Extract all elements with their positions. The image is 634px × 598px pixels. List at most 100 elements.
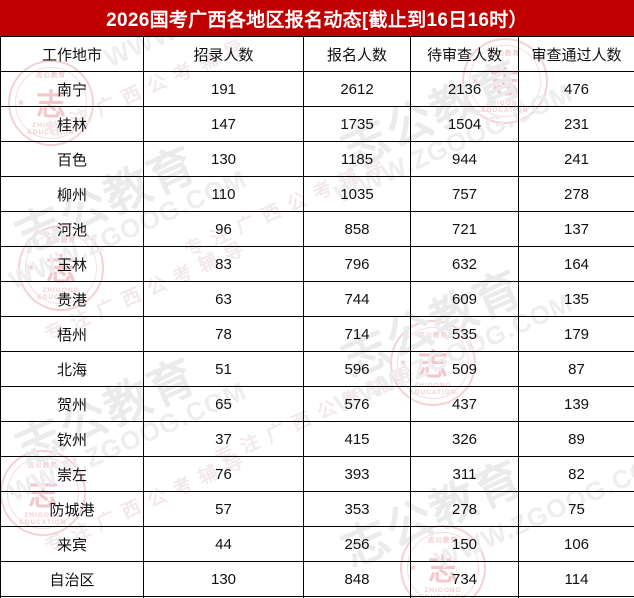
cell-city: 贵港 <box>0 281 144 317</box>
cell-pending: 734 <box>410 561 519 597</box>
cell-city: 百色 <box>0 141 144 177</box>
column-header-passed: 审查通过人数 <box>518 36 634 72</box>
cell-pending: 632 <box>410 246 519 282</box>
table-row: 防城港 57 353 278 75 <box>0 491 634 527</box>
cell-city: 自治区 <box>0 561 144 597</box>
registration-table: 工作地市 招录人数 报名人数 待审查人数 审查通过人数 南宁 191 2612 213… <box>0 36 634 598</box>
table-row: 来宾 44 256 150 106 <box>0 526 634 562</box>
cell-quota: 96 <box>143 211 304 247</box>
cell-pending: 150 <box>410 526 519 562</box>
column-header-pending: 待审查人数 <box>410 36 519 72</box>
cell-applied: 714 <box>303 316 411 352</box>
cell-quota: 147 <box>143 106 304 142</box>
cell-pending: 437 <box>410 386 519 422</box>
table-row: 崇左 76 393 311 82 <box>0 456 634 492</box>
cell-applied: 353 <box>303 491 411 527</box>
table-body: 南宁 191 2612 2136 476 桂林 147 1735 1504 231 百色 130 118… <box>0 71 634 598</box>
cell-city: 玉林 <box>0 246 144 282</box>
table-row: 自治区 130 848 734 114 <box>0 561 634 597</box>
cell-city: 崇左 <box>0 456 144 492</box>
cell-passed: 137 <box>518 211 634 247</box>
cell-city: 河池 <box>0 211 144 247</box>
table-row: 柳州 110 1035 757 278 <box>0 176 634 212</box>
page-title-text: 2026国考广西各地区报名动态[截止到16日16时） <box>106 9 528 31</box>
cell-passed: 82 <box>518 456 634 492</box>
column-header-city: 工作地市 <box>0 36 144 72</box>
table-row: 桂林 147 1735 1504 231 <box>0 106 634 142</box>
table-row: 钦州 37 415 326 89 <box>0 421 634 457</box>
cell-passed: 241 <box>518 141 634 177</box>
table-row: 河池 96 858 721 137 <box>0 211 634 247</box>
cell-applied: 848 <box>303 561 411 597</box>
cell-quota: 130 <box>143 561 304 597</box>
cell-passed: 135 <box>518 281 634 317</box>
cell-pending: 609 <box>410 281 519 317</box>
cell-applied: 2612 <box>303 71 411 107</box>
cell-applied: 1035 <box>303 176 411 212</box>
table-row: 贵港 63 744 609 135 <box>0 281 634 317</box>
cell-pending: 535 <box>410 316 519 352</box>
cell-pending: 278 <box>410 491 519 527</box>
cell-applied: 596 <box>303 351 411 387</box>
cell-quota: 65 <box>143 386 304 422</box>
registration-table-wrapper: 工作地市 招录人数 报名人数 待审查人数 审查通过人数 南宁 191 2612 213… <box>0 36 634 598</box>
cell-quota: 130 <box>143 141 304 177</box>
cell-city: 来宾 <box>0 526 144 562</box>
cell-city: 桂林 <box>0 106 144 142</box>
cell-passed: 87 <box>518 351 634 387</box>
cell-quota: 110 <box>143 176 304 212</box>
cell-pending: 509 <box>410 351 519 387</box>
cell-quota: 191 <box>143 71 304 107</box>
cell-passed: 114 <box>518 561 634 597</box>
cell-applied: 744 <box>303 281 411 317</box>
table-row: 南宁 191 2612 2136 476 <box>0 71 634 107</box>
cell-applied: 858 <box>303 211 411 247</box>
cell-quota: 83 <box>143 246 304 282</box>
cell-passed: 139 <box>518 386 634 422</box>
cell-pending: 311 <box>410 456 519 492</box>
column-header-applied: 报名人数 <box>303 36 411 72</box>
cell-pending: 1504 <box>410 106 519 142</box>
cell-applied: 393 <box>303 456 411 492</box>
cell-applied: 1735 <box>303 106 411 142</box>
cell-passed: 89 <box>518 421 634 457</box>
cell-passed: 231 <box>518 106 634 142</box>
cell-pending: 721 <box>410 211 519 247</box>
cell-city: 北海 <box>0 351 144 387</box>
cell-pending: 944 <box>410 141 519 177</box>
table-row: 百色 130 1185 944 241 <box>0 141 634 177</box>
cell-applied: 796 <box>303 246 411 282</box>
cell-pending: 757 <box>410 176 519 212</box>
cell-applied: 1185 <box>303 141 411 177</box>
cell-passed: 179 <box>518 316 634 352</box>
table-row: 贺州 65 576 437 139 <box>0 386 634 422</box>
table-row: 玉林 83 796 632 164 <box>0 246 634 282</box>
cell-passed: 164 <box>518 246 634 282</box>
cell-city: 柳州 <box>0 176 144 212</box>
cell-pending: 2136 <box>410 71 519 107</box>
cell-pending: 326 <box>410 421 519 457</box>
table-total-row: 合计135813116105832533 <box>0 596 634 598</box>
cell-quota: 37 <box>143 421 304 457</box>
cell-quota: 44 <box>143 526 304 562</box>
table-row: 梧州 78 714 535 179 <box>0 316 634 352</box>
cell-applied: 576 <box>303 386 411 422</box>
cell-city: 贺州 <box>0 386 144 422</box>
table-header-row: 工作地市 招录人数 报名人数 待审查人数 审查通过人数 <box>0 36 634 72</box>
cell-quota: 57 <box>143 491 304 527</box>
cell-passed: 476 <box>518 71 634 107</box>
cell-applied: 415 <box>303 421 411 457</box>
cell-passed: 106 <box>518 526 634 562</box>
cell-quota: 78 <box>143 316 304 352</box>
cell-city: 钦州 <box>0 421 144 457</box>
cell-quota: 63 <box>143 281 304 317</box>
cell-quota: 76 <box>143 456 304 492</box>
cell-city: 梧州 <box>0 316 144 352</box>
cell-city: 南宁 <box>0 71 144 107</box>
cell-applied: 256 <box>303 526 411 562</box>
cell-passed: 278 <box>518 176 634 212</box>
cell-quota: 51 <box>143 351 304 387</box>
table-row: 北海 51 596 509 87 <box>0 351 634 387</box>
cell-passed: 75 <box>518 491 634 527</box>
